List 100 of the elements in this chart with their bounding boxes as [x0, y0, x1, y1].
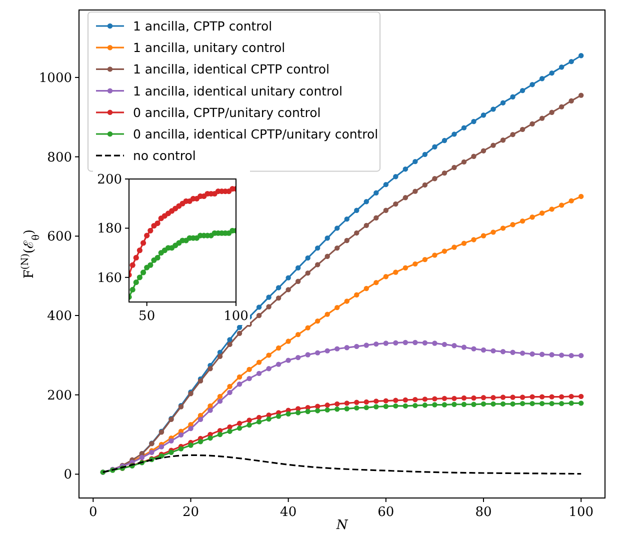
- point: [334, 226, 340, 231]
- point: [374, 341, 379, 347]
- point: [276, 414, 282, 419]
- point: [432, 340, 438, 346]
- point: [236, 324, 242, 330]
- point: [374, 404, 379, 410]
- point: [432, 252, 438, 258]
- point: [324, 254, 330, 259]
- point: [364, 222, 369, 228]
- point: [412, 402, 418, 408]
- point: [364, 399, 369, 405]
- point: [549, 110, 554, 115]
- point: [266, 294, 272, 300]
- point: [412, 397, 418, 402]
- legend-label: 0 ancilla, identical CPTP/unitary control: [133, 126, 378, 142]
- point: [461, 240, 467, 246]
- point: [305, 325, 310, 330]
- point: [305, 408, 310, 414]
- point: [500, 100, 506, 106]
- point: [442, 402, 448, 408]
- point: [530, 400, 535, 406]
- point: [256, 414, 262, 420]
- point: [520, 218, 526, 224]
- point: [471, 346, 476, 352]
- point: [539, 116, 545, 121]
- point: [402, 403, 408, 409]
- y-tick-label: 180: [97, 222, 122, 237]
- point: [452, 396, 457, 402]
- point: [227, 390, 232, 396]
- point: [549, 206, 554, 212]
- point: [364, 404, 369, 410]
- point: [578, 53, 584, 58]
- point: [334, 401, 340, 407]
- point: [402, 195, 408, 200]
- legend-label: 1 ancilla, identical unitary control: [133, 83, 342, 98]
- point: [432, 402, 438, 408]
- point: [452, 343, 457, 348]
- point: [490, 395, 496, 400]
- point: [412, 188, 418, 194]
- point: [364, 342, 369, 348]
- point: [227, 337, 232, 342]
- point: [422, 402, 428, 408]
- point: [568, 98, 574, 104]
- point: [246, 366, 252, 372]
- point: [305, 352, 310, 358]
- point: [208, 435, 213, 441]
- point: [295, 354, 301, 360]
- point: [520, 394, 526, 400]
- point: [549, 394, 554, 400]
- x-tick-label: 80: [475, 505, 492, 520]
- point: [549, 400, 554, 406]
- point: [480, 347, 486, 353]
- point: [383, 340, 389, 346]
- point: [136, 274, 142, 280]
- x-tick-label: 60: [378, 505, 394, 520]
- point: [334, 304, 340, 310]
- point: [452, 164, 457, 170]
- point: [383, 398, 389, 404]
- point: [295, 332, 301, 338]
- point: [442, 396, 448, 402]
- point: [520, 88, 526, 94]
- point: [178, 432, 184, 438]
- point: [558, 202, 564, 208]
- point: [578, 92, 584, 98]
- point: [412, 261, 418, 267]
- point: [256, 360, 262, 365]
- point: [208, 408, 213, 413]
- point: [558, 394, 564, 400]
- point: [334, 245, 340, 251]
- point: [276, 295, 282, 301]
- point: [383, 404, 389, 409]
- point: [520, 400, 526, 406]
- point: [510, 401, 516, 407]
- point: [402, 397, 408, 403]
- point: [471, 402, 476, 407]
- point: [510, 222, 516, 228]
- point: [256, 419, 262, 424]
- point: [500, 226, 506, 231]
- point: [168, 438, 174, 444]
- point: [154, 220, 160, 226]
- point: [558, 104, 564, 110]
- point: [422, 396, 428, 402]
- point: [490, 142, 496, 148]
- point: [402, 340, 408, 346]
- point: [133, 254, 139, 261]
- point: [383, 182, 389, 188]
- point: [374, 398, 379, 404]
- point: [188, 426, 194, 432]
- point: [490, 106, 496, 112]
- point: [334, 346, 340, 352]
- point: [471, 237, 476, 242]
- point: [276, 362, 282, 367]
- point: [354, 208, 360, 213]
- point: [148, 262, 154, 268]
- point: [133, 280, 139, 286]
- point: [136, 248, 142, 254]
- point: [208, 366, 213, 372]
- point: [227, 342, 232, 348]
- point: [148, 228, 154, 234]
- point: [393, 174, 398, 180]
